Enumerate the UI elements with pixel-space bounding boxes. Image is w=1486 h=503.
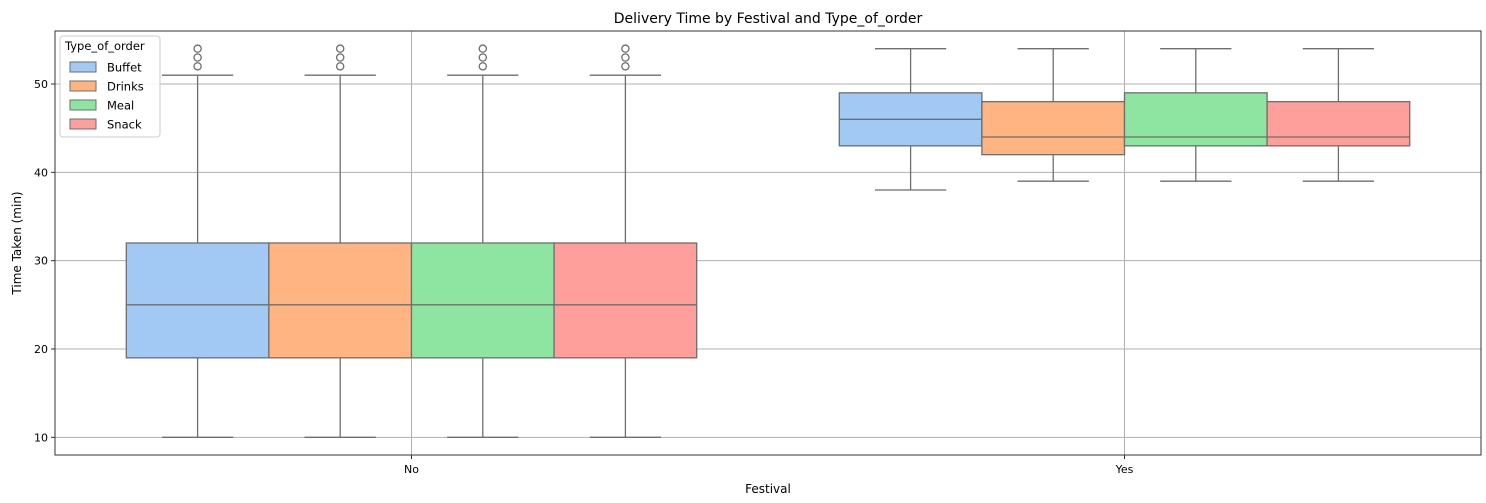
outlier-point: [478, 62, 488, 71]
outlier-point: [193, 53, 202, 62]
y-tick-label: 30: [34, 255, 48, 268]
box-drinks-yes: [981, 48, 1126, 182]
box-buffet-yes: [838, 48, 983, 191]
y-tick-label: 10: [34, 431, 48, 444]
legend-swatch-drinks: [69, 80, 97, 92]
outlier-point: [335, 44, 345, 53]
outlier-point: [621, 53, 630, 62]
plot-area: [125, 44, 1411, 438]
iqr-box: [1266, 101, 1411, 147]
y-tick-label: 20: [34, 343, 48, 356]
iqr-box: [553, 242, 698, 359]
y-axis-label: Time Taken (min): [10, 191, 24, 295]
iqr-box: [268, 242, 413, 359]
iqr-box: [981, 101, 1126, 156]
outlier-point: [335, 62, 345, 71]
legend-swatch-meal: [69, 99, 97, 111]
iqr-box: [1123, 92, 1268, 147]
legend-label-drinks: Drinks: [107, 80, 144, 94]
iqr-box: [410, 242, 555, 359]
y-tick-label: 50: [34, 78, 48, 91]
x-axis-label: Festival: [745, 482, 791, 496]
legend: Type_of_order Buffet Drinks Meal Snack: [59, 35, 161, 138]
outlier-point: [621, 44, 630, 53]
legend-swatch-buffet: [69, 61, 97, 73]
box-snack-yes: [1266, 48, 1411, 182]
legend-label-snack: Snack: [107, 118, 142, 132]
box-buffet-no: [125, 44, 270, 438]
box-snack-no: [553, 44, 698, 438]
box-meal-no: [410, 44, 555, 438]
plot-frame: [54, 30, 1482, 456]
box-meal-yes: [1123, 48, 1268, 182]
outlier-point: [478, 44, 488, 53]
outlier-point: [621, 62, 630, 71]
legend-frame: [59, 35, 161, 138]
legend-title: Type_of_order: [64, 39, 145, 53]
box-drinks-no: [268, 44, 413, 438]
outlier-point: [193, 44, 202, 53]
legend-swatch-snack: [69, 118, 97, 130]
chart-title: Delivery Time by Festival and Type_of_or…: [614, 11, 923, 27]
legend-label-buffet: Buffet: [107, 61, 142, 75]
outlier-point: [335, 53, 345, 62]
outlier-point: [193, 62, 202, 71]
outlier-point: [478, 53, 488, 62]
x-tick-label: Yes: [1115, 463, 1134, 476]
y-tick-label: 40: [34, 166, 48, 179]
x-tick-label: No: [404, 463, 419, 476]
iqr-box: [125, 242, 270, 359]
axis-ticks: 10 20 30 40 50 No Yes: [34, 78, 1134, 476]
legend-label-meal: Meal: [107, 99, 134, 113]
